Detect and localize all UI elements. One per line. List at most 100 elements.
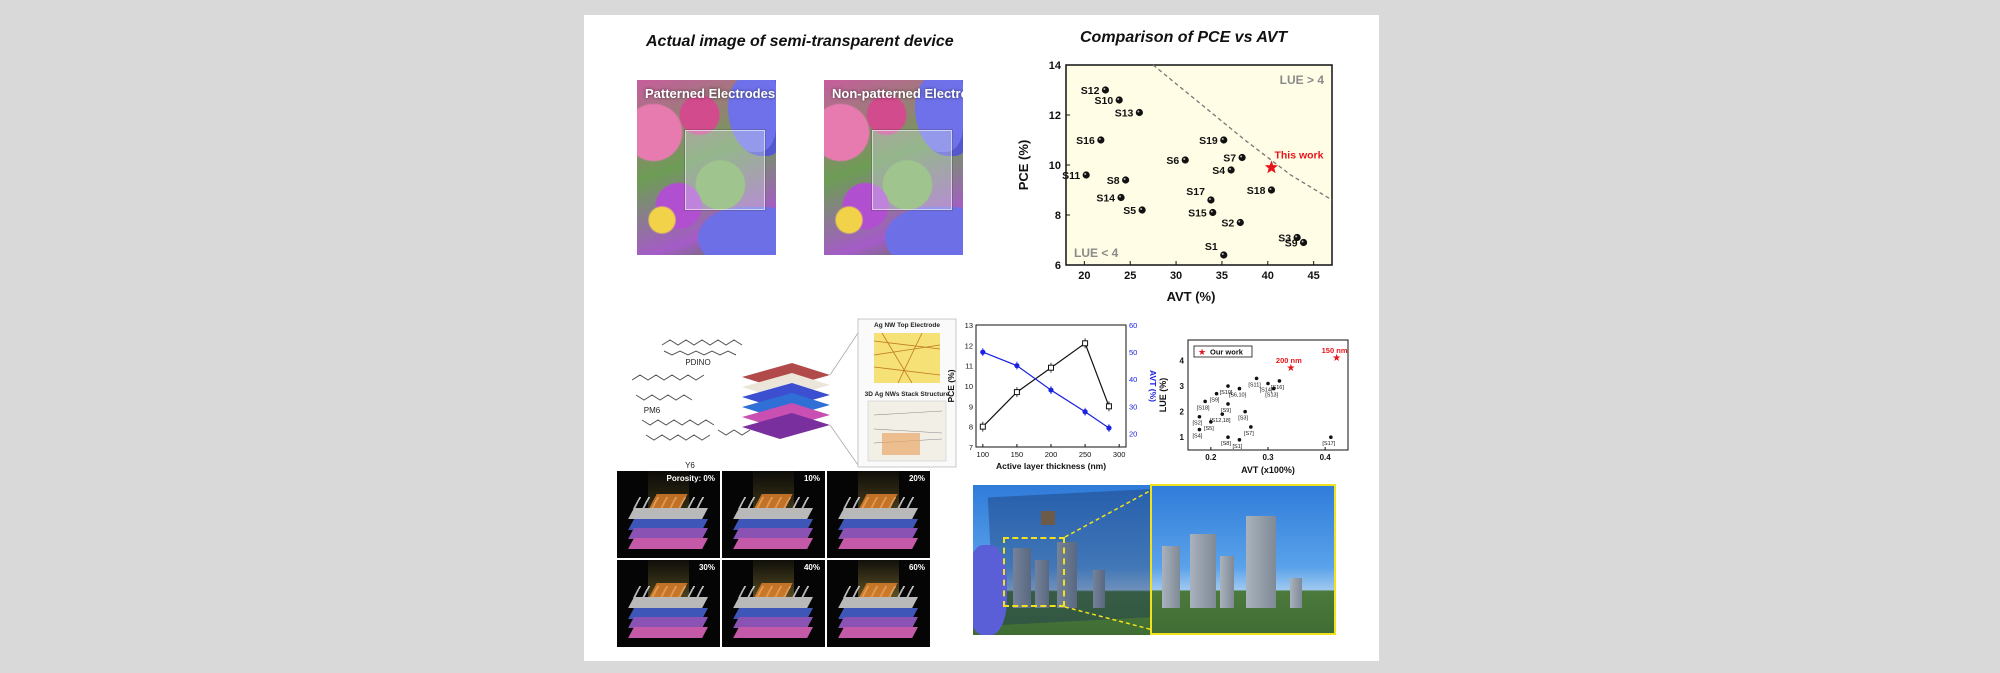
figure-sheet: Actual image of semi-transparent device …	[584, 15, 1379, 661]
data-point-label: [S10]	[1220, 390, 1233, 396]
y2-tick-label: 50	[1129, 348, 1137, 357]
data-point-shine	[1295, 235, 1298, 238]
data-point-shine	[1221, 253, 1224, 255]
pdino-structure-2	[663, 350, 737, 356]
building	[1220, 555, 1234, 608]
porosity-label-10: 10%	[803, 474, 820, 483]
avt-point	[1082, 409, 1088, 415]
porosity-label-40: 40%	[803, 563, 820, 572]
data-point-label: S15	[1188, 208, 1207, 220]
pce-point	[979, 423, 986, 430]
photo-nonpatterned-electrode: Non-patterned Electrode	[824, 80, 963, 255]
x-tick-label: 20	[1078, 270, 1090, 282]
porosity-label-30: 30%	[698, 563, 715, 572]
data-point-label: [S5]	[1204, 426, 1214, 432]
agnw-wires	[873, 332, 941, 384]
data-point-label: [S13]	[1265, 393, 1278, 399]
data-point-label: S12	[1081, 85, 1100, 97]
data-point-label: [S9]	[1210, 398, 1220, 404]
x-tick-label: 40	[1262, 270, 1274, 282]
building	[1162, 545, 1180, 608]
data-point	[1135, 108, 1143, 117]
plot-area	[1065, 64, 1333, 266]
photo-caption-nonpatterned: Non-patterned Electrode	[832, 86, 963, 101]
data-point	[1299, 238, 1308, 247]
data-point-label: S14	[1096, 193, 1115, 205]
data-point	[1226, 435, 1230, 440]
data-point	[1237, 386, 1242, 391]
y2-tick-label: 60	[1129, 321, 1137, 330]
data-point	[1209, 208, 1217, 217]
data-point-label: S2	[1221, 218, 1234, 230]
y2-tick-label: 40	[1129, 375, 1137, 384]
pce-point	[1105, 403, 1112, 410]
building	[1057, 542, 1077, 608]
pce-point	[1082, 340, 1089, 347]
zoom-callout-lines	[1064, 486, 1158, 632]
highlight-label: 150 nm	[1322, 346, 1348, 355]
data-point-shine	[1221, 138, 1224, 140]
city-photo	[973, 485, 1163, 635]
porosity-tile-40: 40%	[722, 560, 825, 647]
y6-structure	[641, 419, 715, 426]
lue-vs-avt-chart: 0.2 0.3 0.4 1 2 3 4 AVT (x100%) LUE (%) ★ Our work…	[1158, 339, 1349, 475]
y2-axis-label: AVT (%)	[1148, 370, 1158, 402]
data-point-shine	[1238, 220, 1241, 223]
data-point-shine	[1240, 155, 1243, 158]
pm6-label: PM6	[644, 406, 661, 415]
device-stack	[742, 332, 859, 466]
y2-tick-label: 20	[1129, 429, 1137, 438]
avt-point	[1048, 387, 1054, 393]
highlight-label: 200 nm	[1276, 356, 1302, 365]
data-point-label: [S2]	[1193, 421, 1203, 427]
data-point	[1097, 136, 1105, 144]
data-point-label: [S1]	[1233, 444, 1243, 450]
callout-line-2	[829, 424, 859, 466]
glove-hand	[973, 545, 1007, 635]
data-point	[1122, 176, 1130, 184]
pce-point	[1048, 364, 1054, 371]
data-point	[1329, 435, 1333, 440]
building	[1246, 515, 1276, 608]
data-point	[1267, 186, 1276, 194]
glass-device	[872, 130, 952, 210]
porosity-tile-60: 60%	[827, 560, 930, 647]
data-point	[1293, 233, 1301, 242]
data-point	[1220, 136, 1228, 144]
data-point-label: S8	[1107, 175, 1120, 187]
x-tick-label: 0.2	[1205, 453, 1217, 462]
data-point-shine	[1269, 188, 1272, 190]
data-point-label: S11	[1062, 170, 1080, 182]
data-point-shine	[1210, 210, 1213, 213]
x-tick-label: 250	[1079, 450, 1092, 459]
building	[1013, 548, 1031, 608]
data-point	[1214, 391, 1219, 396]
porosity-label-60: 60%	[908, 563, 925, 572]
data-point-label: [S11]	[1248, 382, 1261, 388]
data-point	[1271, 386, 1276, 391]
data-point	[1238, 153, 1246, 162]
porosity-tile-10: 10%	[722, 471, 825, 558]
region-label-low: LUE < 4	[1074, 246, 1119, 260]
stack-structure-highlight	[882, 433, 920, 455]
this-work-star	[1264, 160, 1279, 174]
building	[1093, 570, 1105, 608]
y-tick-label: 11	[965, 362, 973, 371]
agnw-top-electrode-label: Ag NW Top Electrode	[874, 322, 940, 329]
x-axis-label: Active layer thickness (nm)	[996, 461, 1106, 471]
data-point	[1138, 206, 1146, 214]
y-axis-label: PCE (%)	[1016, 140, 1031, 191]
data-point	[1249, 425, 1253, 429]
y-tick-label: 12	[965, 341, 973, 350]
data-point-shine	[1137, 110, 1140, 113]
y-axis-label: PCE (%)	[946, 369, 956, 402]
data-point	[1236, 218, 1244, 227]
right-heading: Comparison of PCE vs AVT	[1080, 29, 1288, 46]
avt-point	[1106, 425, 1112, 431]
y-tick-label: 1	[1180, 433, 1185, 442]
data-point	[1197, 427, 1202, 432]
y-axis-label: LUE (%)	[1158, 378, 1168, 413]
x-tick-label: 200	[1045, 450, 1058, 459]
plot-area	[1187, 339, 1349, 451]
data-point-label: [S16]	[1271, 385, 1284, 391]
